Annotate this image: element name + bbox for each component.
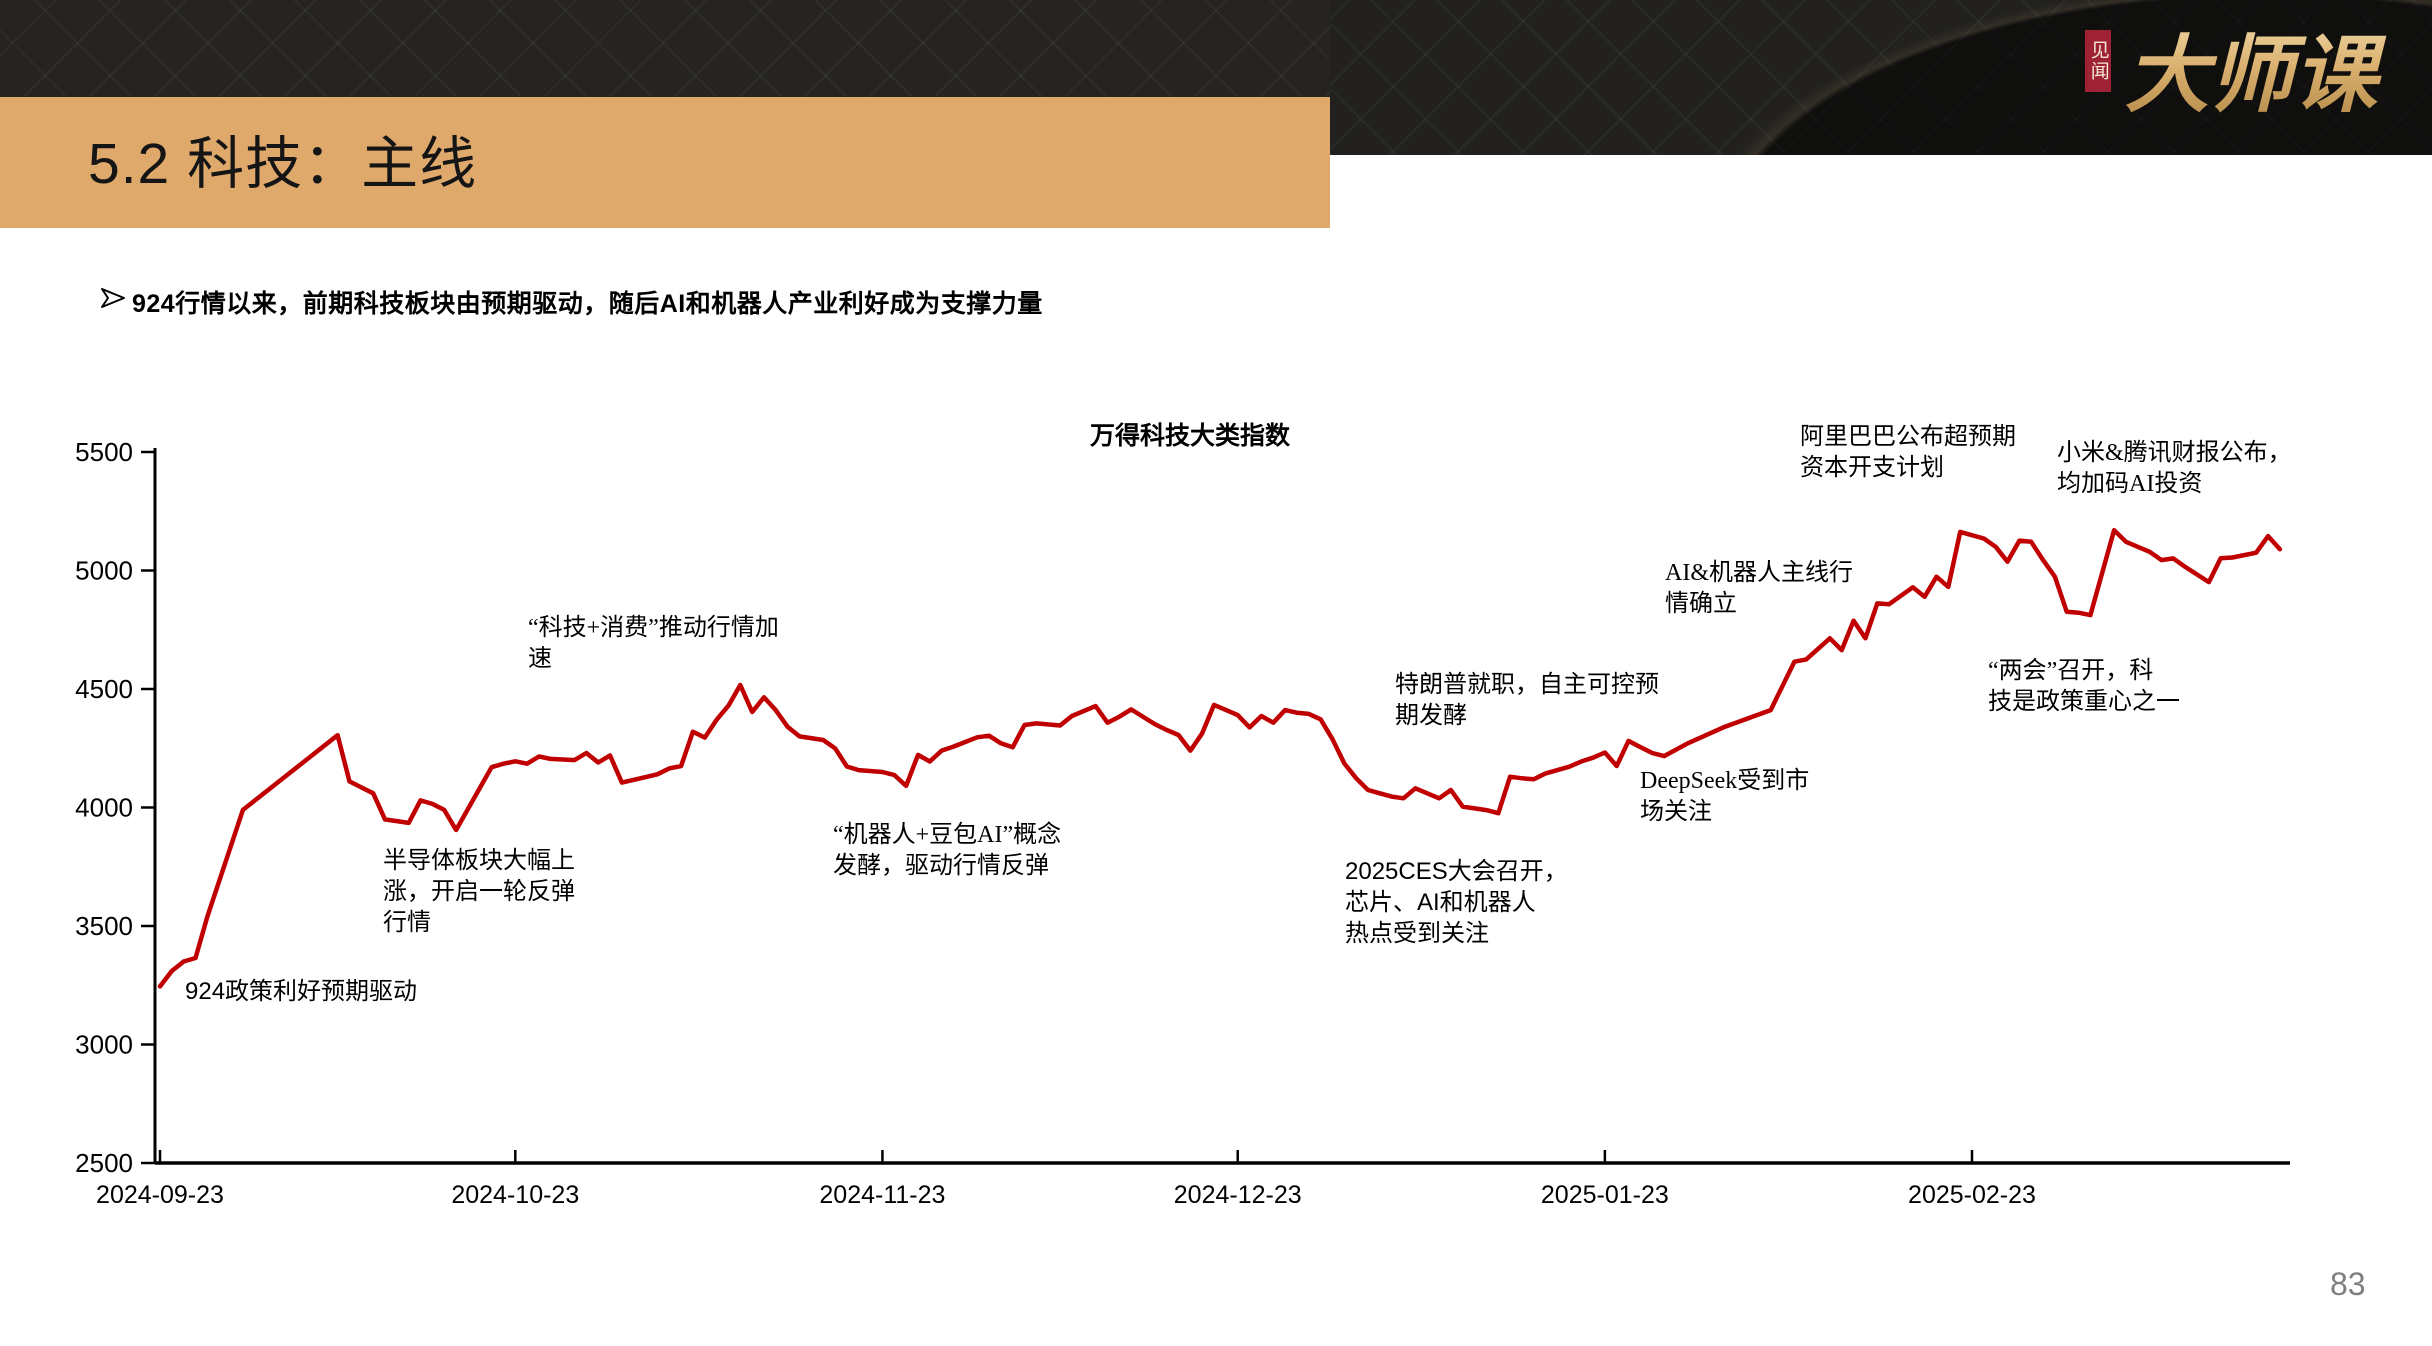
y-axis-tick-label: 4000 (75, 793, 133, 823)
annotation-ai-robot-mainline: AI&机器人主线行 情确立 (1665, 560, 1853, 617)
x-axis-tick-label: 2024-12-23 (1174, 1181, 1302, 1209)
annotation-deepseek: DeepSeek受到市 场关注 (1640, 768, 1810, 825)
y-axis-tick-label: 3500 (75, 911, 133, 941)
x-axis-tick-label: 2025-02-23 (1908, 1181, 2036, 1209)
annotation-two-sessions: “两会”召开，科 技是政策重心之一 (1988, 658, 2180, 715)
bullet-text: 924行情以来，前期科技板块由预期驱动，随后AI和机器人产业利好成为支撑力量 (132, 290, 1043, 318)
annotation-alibaba-capex: 阿里巴巴公布超预期 资本开支计划 (1800, 424, 2016, 481)
x-axis-tick-label: 2024-10-23 (451, 1181, 579, 1209)
jianwen-badge: 见闻 (2085, 30, 2111, 92)
annotation-trump-inauguration: 特朗普就职，自主可控预 期发酵 (1395, 672, 1659, 729)
arrow-bullet-icon (98, 285, 132, 315)
chart-title: 万得科技大类指数 (1089, 423, 1290, 450)
dashike-logo: 大师课 (2125, 8, 2415, 123)
annotation-tech-consumption: “科技+消费”推动行情加 速 (528, 615, 779, 672)
logo-panel (1330, 0, 2432, 155)
bullet-row: 924行情以来，前期科技板块由预期驱动，随后AI和机器人产业利好成为支撑力量 (98, 284, 1598, 320)
y-axis-tick-label: 5500 (75, 437, 133, 467)
title-bar (0, 97, 1330, 228)
annotation-xiaomi-tencent: 小米&腾讯财报公布， 均加码AI投资 (2057, 440, 2292, 497)
y-axis-tick-label: 4500 (75, 674, 133, 704)
x-axis-tick-label: 2024-09-23 (96, 1181, 224, 1209)
page-number: 83 (2330, 1266, 2366, 1302)
x-axis-tick-label: 2024-11-23 (819, 1181, 945, 1209)
annotation-semiconductor-rebound: 半导体板块大幅上 涨，开启一轮反弹 行情 (383, 848, 575, 936)
page-title: 5.2 科技：主线 (88, 132, 478, 196)
annotation-robot-doubao: “机器人+豆包AI”概念 发酵，驱动行情反弹 (833, 822, 1062, 879)
index-line-series (157, 527, 2283, 989)
annotation-ces-2025: 2025CES大会召开， 芯片、AI和机器人 热点受到关注 (1345, 858, 1568, 947)
y-axis-tick-label: 3000 (75, 1030, 133, 1060)
y-axis-tick-label: 2500 (75, 1148, 133, 1178)
x-axis-tick-label: 2025-01-23 (1541, 1181, 1669, 1209)
annotation-policy-924: 924政策利好预期驱动 (185, 978, 418, 1005)
y-axis-tick-label: 5000 (75, 556, 133, 586)
